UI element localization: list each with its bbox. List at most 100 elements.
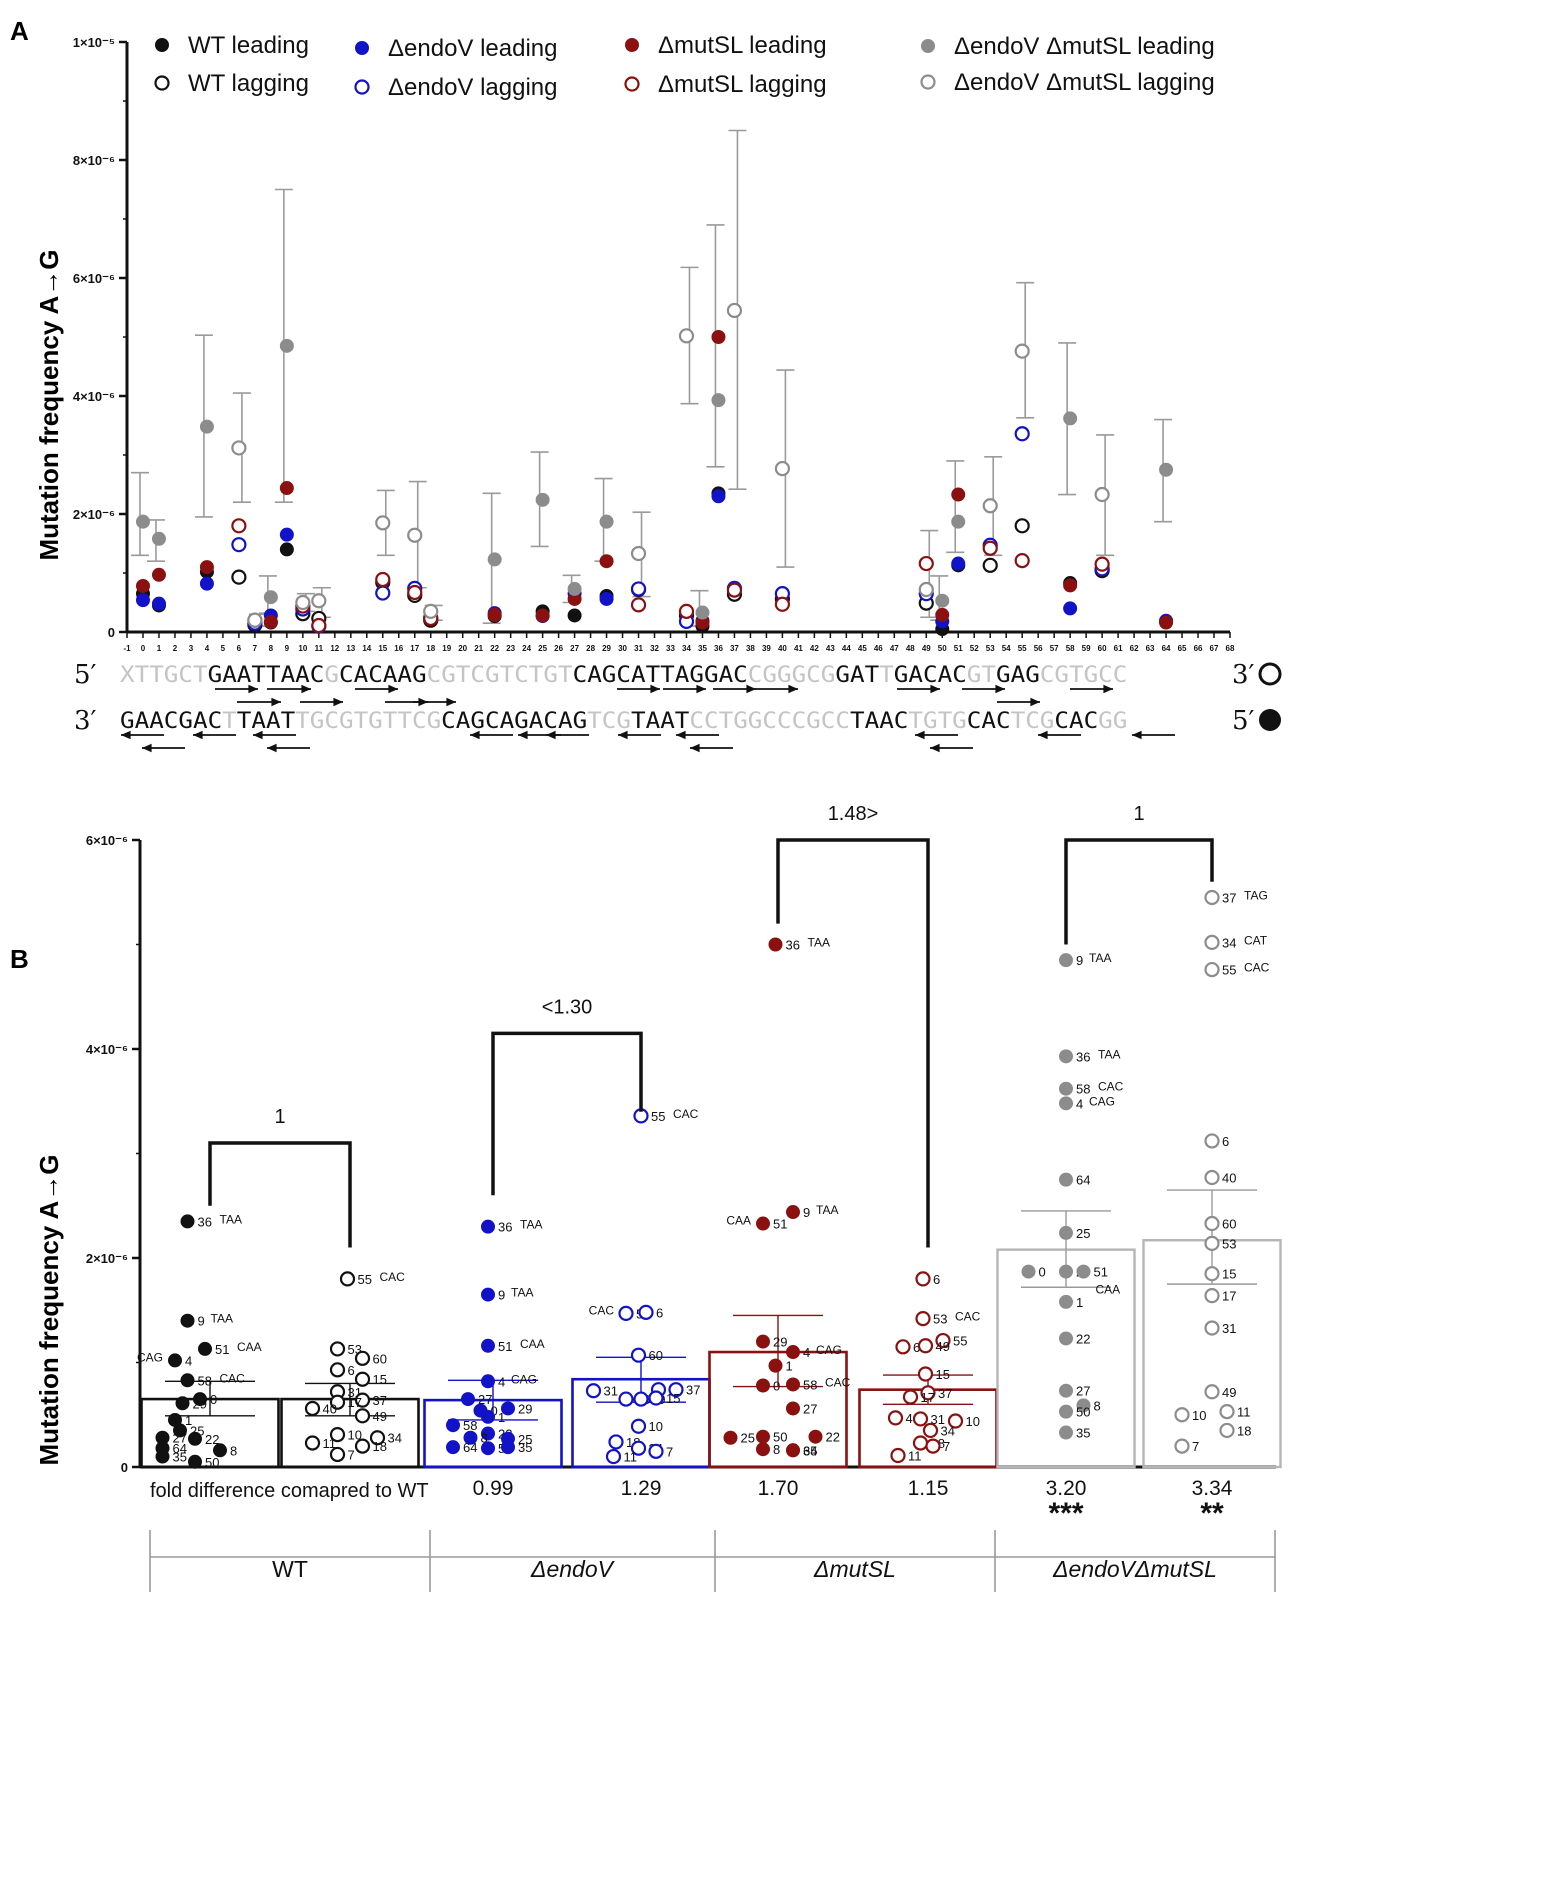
codon-label: CAT	[1244, 933, 1268, 947]
sequence-segment: CACAAG	[339, 663, 427, 688]
point-label: 64	[1076, 1173, 1090, 1188]
data-point	[951, 556, 966, 571]
data-point	[726, 302, 743, 319]
point-label: 55	[358, 1272, 372, 1287]
arrow-head	[618, 730, 628, 740]
data-point	[935, 1332, 951, 1349]
data-point	[678, 603, 695, 619]
point-label: 15	[1222, 1267, 1236, 1282]
arrow-head	[267, 743, 277, 753]
data-point	[918, 555, 934, 572]
strand-3-prime-label: 3′	[74, 706, 97, 736]
data-point	[1094, 556, 1110, 572]
panel-a-x-tick-label: 66	[1194, 644, 1203, 653]
data-point	[630, 581, 647, 597]
panel-a-x-tick-label: 17	[410, 644, 419, 653]
codon-label: CAC	[380, 1270, 406, 1284]
codon-label: CAA	[237, 1340, 262, 1354]
data-point	[618, 1391, 634, 1407]
data-point	[231, 440, 247, 456]
panel-b-y-tick-label: 0	[121, 1460, 128, 1475]
comparison-bracket	[776, 838, 930, 1248]
panel-b-chart: Mutation frequency A→G 0 2×10⁻⁶ 4×10⁻⁶ 6×10…	[34, 803, 1282, 1592]
point-label: 58	[1076, 1082, 1090, 1097]
point-label: 6	[656, 1305, 663, 1320]
panel-a-x-tick-label: 34	[682, 644, 691, 653]
data-point	[1204, 1266, 1220, 1282]
data-point	[1204, 1384, 1220, 1400]
legend-label: ΔendoV ΔmutSL leading	[954, 33, 1215, 60]
point-label: 1	[185, 1413, 192, 1428]
panel-label-a: A	[10, 16, 29, 46]
data-point	[354, 1408, 371, 1424]
point-label: 36	[198, 1214, 212, 1229]
data-point	[1076, 1398, 1091, 1413]
panel-a-x-tick-label: 58	[1066, 644, 1075, 653]
point-label: 6	[933, 1272, 940, 1287]
arrow-head	[1038, 730, 1048, 740]
data-point	[198, 1341, 212, 1356]
point-label: 9	[198, 1314, 205, 1329]
point-label: 17	[1222, 1289, 1236, 1304]
sequence-segment: CCTGGCCCGCC	[689, 709, 850, 734]
point-label: 11	[624, 1450, 638, 1465]
data-point	[263, 614, 278, 629]
sequence-segment: GT	[967, 663, 996, 688]
data-point	[279, 527, 294, 542]
data-point	[630, 545, 647, 562]
point-label: 64	[463, 1440, 477, 1455]
data-point	[756, 1429, 770, 1444]
data-point	[1059, 1383, 1073, 1398]
data-point	[774, 460, 791, 477]
point-label: 35	[173, 1450, 187, 1465]
data-point	[1204, 1133, 1220, 1149]
legend-label: WT lagging	[188, 70, 309, 97]
arrow-head	[1132, 730, 1142, 740]
data-point	[633, 1391, 649, 1407]
data-point	[175, 1396, 190, 1411]
panel-a-x-tick-label: 4	[205, 644, 210, 653]
data-point	[1219, 1404, 1235, 1420]
sequence-segment: CGTGCC	[1040, 663, 1128, 688]
point-label: 51	[773, 1217, 787, 1232]
sequence-segment: CAGCAGACAG	[441, 709, 587, 734]
sequence-segment: CGGGCG	[748, 663, 836, 688]
point-label: 18	[373, 1439, 387, 1454]
data-point	[487, 607, 502, 622]
panel-a-marks	[130, 129, 1174, 637]
data-point	[1159, 615, 1174, 630]
point-label: 9	[1076, 953, 1083, 968]
panel-a-x-tick-label: 35	[698, 644, 707, 653]
legend-label: ΔmutSL leading	[658, 32, 827, 59]
arrow-head	[696, 684, 706, 694]
codon-label: CAC	[955, 1310, 981, 1324]
panel-a-x-tick-label: 12	[330, 644, 339, 653]
point-label: 1	[1076, 1295, 1083, 1310]
codon-label: CAC	[220, 1371, 246, 1385]
sequence-segment: TAAC	[850, 709, 908, 734]
point-label: 18	[1237, 1423, 1251, 1438]
point-label: 51	[215, 1342, 229, 1357]
point-label: 25	[190, 1423, 204, 1438]
strand-5-prime-label: 5′	[74, 660, 97, 690]
data-point	[463, 1430, 478, 1445]
data-point	[925, 1438, 941, 1454]
point-label: 8	[1094, 1398, 1101, 1413]
panel-a-x-tick-label: 1	[157, 644, 162, 653]
data-point	[630, 1418, 647, 1434]
point-label: 31	[1222, 1321, 1236, 1336]
data-point	[1094, 486, 1110, 503]
codon-label: CAC	[1098, 1080, 1124, 1094]
panel-b-bars	[140, 1189, 1282, 1469]
data-point	[695, 605, 710, 620]
point-label: 55	[1222, 963, 1236, 978]
point-label: 22	[826, 1430, 840, 1445]
data-point	[786, 1205, 800, 1220]
arrow-head	[193, 730, 203, 740]
panel-a-x-tick-label: 43	[826, 644, 835, 653]
point-label: 11	[323, 1436, 337, 1451]
data-point	[648, 1443, 664, 1459]
point-label: 6	[348, 1363, 355, 1378]
data-point	[711, 330, 726, 344]
